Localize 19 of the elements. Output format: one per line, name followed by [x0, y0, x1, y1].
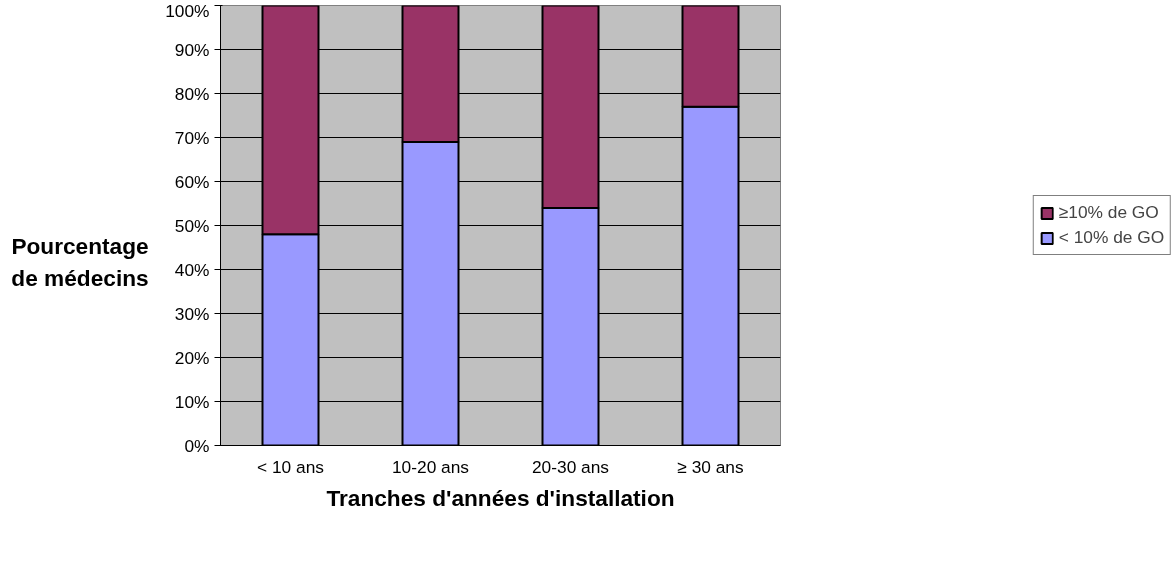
y-axis-title: Pourcentage de médecins: [10, 232, 150, 294]
y-tick-label: 90%: [174, 39, 210, 60]
y-tick-label: 100%: [165, 0, 210, 21]
y-tick-label: 30%: [174, 303, 210, 324]
x-tick-label: 10-20 ans: [391, 456, 470, 477]
x-tick-label: ≥ 30 ans: [677, 456, 745, 477]
x-axis-title: Tranches d'années d'installation: [326, 484, 675, 511]
y-tick-label: 60%: [174, 171, 210, 192]
y-tick-label: 70%: [174, 127, 210, 148]
y-tick-label: 80%: [174, 83, 210, 104]
y-tick-label: 10%: [174, 391, 210, 412]
x-tick-label: < 10 ans: [257, 456, 325, 477]
y-tick-label: 0%: [184, 435, 210, 456]
x-tick-label: 20-30 ans: [531, 456, 610, 477]
y-tick-label: 40%: [174, 259, 210, 280]
legend-label: < 10% de GO: [1058, 227, 1165, 248]
y-tick-label: 20%: [174, 347, 210, 368]
legend-label: ≥10% de GO: [1058, 202, 1159, 223]
y-tick-label: 50%: [174, 215, 210, 236]
